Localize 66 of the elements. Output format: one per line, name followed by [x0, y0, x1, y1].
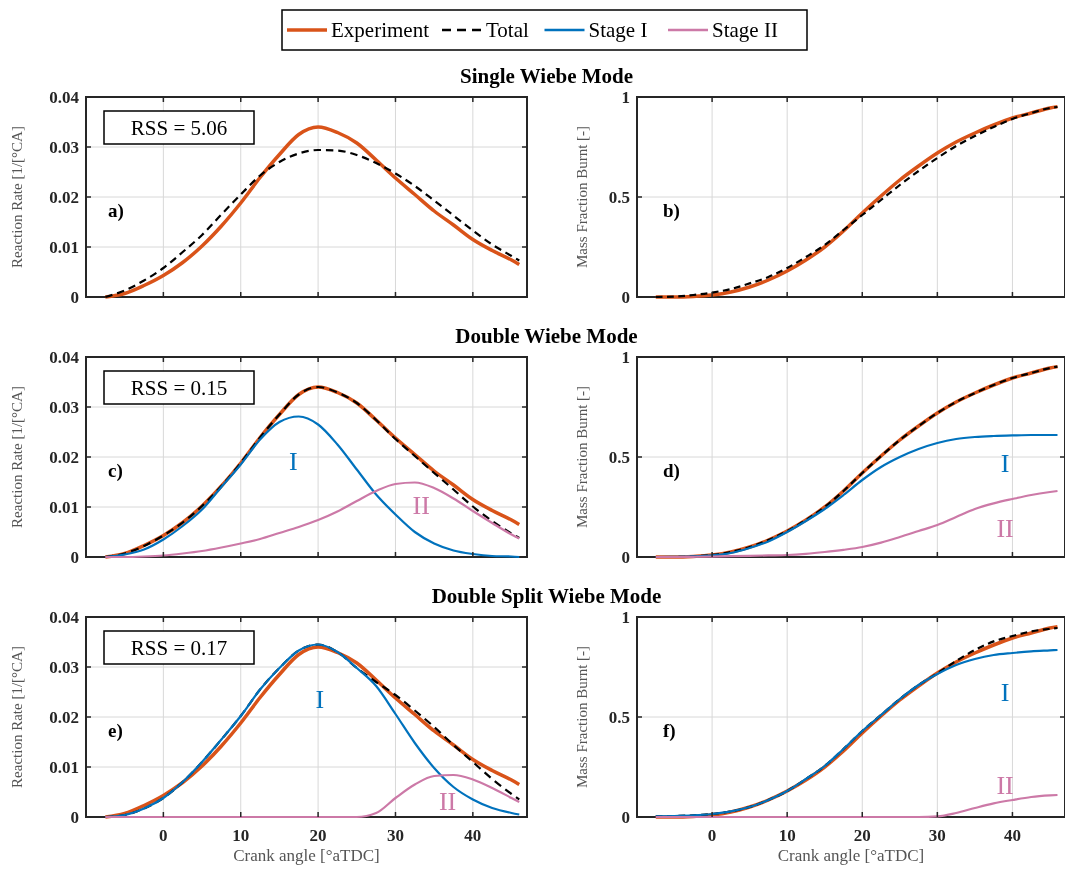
y-tick-label: 0: [621, 287, 630, 307]
annotation: II: [996, 514, 1014, 544]
annotation: I: [288, 447, 298, 477]
annotation: RSS = 5.06: [130, 116, 228, 141]
y-tick-label: 0.02: [49, 707, 79, 727]
annotation: I: [1000, 678, 1010, 708]
annotation: f): [663, 720, 676, 742]
y-tick-label: 0: [621, 807, 630, 827]
y-tick-label: 1: [621, 607, 630, 627]
annotation: e): [108, 720, 123, 742]
x-axis-title: Crank angle [°aTDC]: [233, 846, 380, 865]
y-tick-label: 0.03: [49, 397, 79, 417]
annotation: RSS = 0.17: [130, 636, 228, 661]
annotation: b): [663, 200, 680, 222]
y-tick-label: 0.01: [49, 757, 79, 777]
annotation: c): [108, 460, 123, 482]
y-axis-title: Reaction Rate [1/[°CA]: [9, 126, 25, 268]
annotation: II: [412, 491, 430, 521]
y-tick-label: 0.02: [49, 447, 79, 467]
annotation: RSS = 0.15: [130, 376, 228, 401]
y-tick-label: 0.02: [49, 187, 79, 207]
y-tick-label: 0: [70, 287, 79, 307]
y-tick-label: 0.04: [49, 607, 80, 627]
chart-title: Double Wiebe Mode: [455, 324, 638, 348]
y-tick-label: 0.04: [49, 87, 80, 107]
annotation: a): [108, 200, 124, 222]
y-tick-label: 0: [70, 547, 79, 567]
annotation: I: [1000, 449, 1010, 479]
annotation: II: [996, 771, 1014, 801]
x-tick-label: 0: [159, 826, 168, 845]
x-axis-title: Crank angle [°aTDC]: [777, 846, 925, 865]
y-tick-label: 0: [621, 547, 630, 567]
y-axis-title: Mass Fraction Burnt [-]: [574, 385, 590, 529]
x-tick-label: 10: [778, 826, 796, 845]
y-tick-label: 0.5: [608, 187, 630, 207]
y-axis-title: Reaction Rate [1/[°CA]: [9, 646, 25, 788]
y-tick-label: 0.03: [49, 137, 79, 157]
annotation: d): [663, 460, 680, 482]
legend-label: Experiment: [331, 18, 430, 43]
legend-label: Stage II: [712, 18, 778, 43]
y-axis-title: Reaction Rate [1/[°CA]: [9, 386, 25, 528]
x-tick-label: 10: [232, 826, 250, 845]
x-tick-label: 30: [928, 826, 946, 845]
y-tick-label: 1: [621, 347, 630, 367]
chart-title: Double Split Wiebe Mode: [431, 584, 662, 608]
annotation: I: [315, 685, 325, 715]
y-tick-label: 0.01: [49, 237, 79, 257]
y-tick-label: 0.04: [49, 347, 80, 367]
legend-label: Stage I: [588, 18, 648, 43]
y-axis-title: Mass Fraction Burnt [-]: [574, 125, 590, 269]
x-tick-label: 0: [707, 826, 717, 845]
y-tick-label: 0.01: [49, 497, 79, 517]
legend-label: Total: [486, 18, 530, 43]
y-tick-label: 1: [621, 87, 630, 107]
x-tick-label: 20: [853, 826, 871, 845]
annotation: II: [438, 787, 457, 817]
x-tick-label: 40: [464, 826, 482, 845]
chart-title: Single Wiebe Mode: [459, 64, 634, 88]
x-tick-label: 30: [386, 826, 404, 845]
y-tick-label: 0.5: [608, 447, 630, 467]
x-tick-label: 40: [1003, 826, 1021, 845]
y-tick-label: 0: [70, 807, 79, 827]
x-tick-label: 20: [309, 826, 327, 845]
y-tick-label: 0.5: [608, 707, 630, 727]
y-tick-label: 0.03: [49, 657, 79, 677]
y-axis-title: Mass Fraction Burnt [-]: [574, 645, 590, 789]
